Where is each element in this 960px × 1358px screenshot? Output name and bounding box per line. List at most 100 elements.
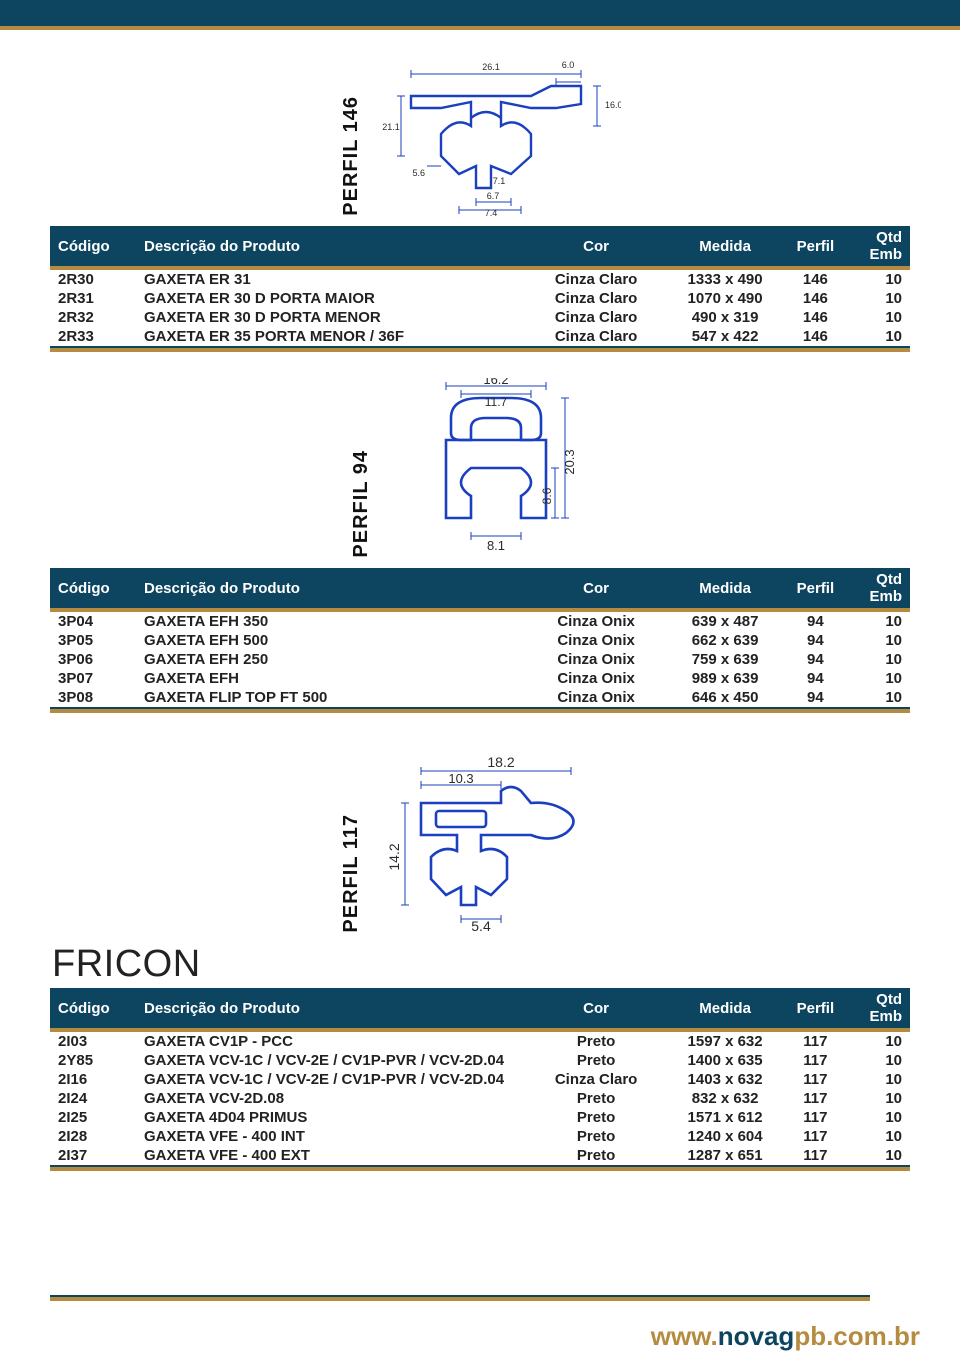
cell-codigo: 2I37 xyxy=(50,1146,136,1165)
cell-medida: 1287 x 651 xyxy=(669,1146,781,1165)
perfil-label-117: PERFIL 117 xyxy=(340,814,363,933)
cell-codigo: 3P05 xyxy=(50,631,136,650)
cell-medida: 1333 x 490 xyxy=(669,268,781,289)
cell-cor: Cinza Onix xyxy=(523,669,669,688)
cell-codigo: 2I03 xyxy=(50,1030,136,1051)
cell-desc: GAXETA VCV-2D.08 xyxy=(136,1089,523,1108)
cell-perfil: 146 xyxy=(781,289,850,308)
svg-text:5.4: 5.4 xyxy=(471,918,491,933)
cell-emb: 10 xyxy=(850,1051,910,1070)
svg-text:21.1: 21.1 xyxy=(382,122,400,132)
table-row: 3P06GAXETA EFH 250Cinza Onix759 x 639941… xyxy=(50,650,910,669)
cell-desc: GAXETA FLIP TOP FT 500 xyxy=(136,688,523,707)
url-suffix: .com.br xyxy=(826,1321,920,1351)
svg-text:7.4: 7.4 xyxy=(484,208,497,216)
table-rule xyxy=(50,346,910,352)
page-footer: www.novagpb.com.br xyxy=(0,1295,960,1358)
col-desc: Descrição do Produto xyxy=(136,568,523,610)
table-row: 2I16GAXETA VCV-1C / VCV-2E / CV1P-PVR / … xyxy=(50,1070,910,1089)
cell-cor: Preto xyxy=(523,1127,669,1146)
cell-emb: 10 xyxy=(850,327,910,346)
cell-desc: GAXETA CV1P - PCC xyxy=(136,1030,523,1051)
cell-cor: Preto xyxy=(523,1146,669,1165)
table-row: 2R32GAXETA ER 30 D PORTA MENORCinza Clar… xyxy=(50,308,910,327)
profile-diagram-146-icon: 26.1 6.0 16.0 21.1 5.6 7.1 6.7 7.4 xyxy=(381,56,621,216)
cell-cor: Cinza Onix xyxy=(523,610,669,631)
svg-text:7.1: 7.1 xyxy=(492,176,505,186)
col-emb: Qtd Emb xyxy=(850,568,910,610)
cell-medida: 662 x 639 xyxy=(669,631,781,650)
cell-codigo: 3P06 xyxy=(50,650,136,669)
cell-codigo: 2R31 xyxy=(50,289,136,308)
cell-perfil: 117 xyxy=(781,1089,850,1108)
col-medida: Medida xyxy=(669,988,781,1030)
table-row: 3P08GAXETA FLIP TOP FT 500Cinza Onix646 … xyxy=(50,688,910,707)
cell-medida: 1403 x 632 xyxy=(669,1070,781,1089)
cell-emb: 10 xyxy=(850,308,910,327)
svg-text:5.6: 5.6 xyxy=(412,168,425,178)
cell-cor: Cinza Claro xyxy=(523,308,669,327)
col-cor: Cor xyxy=(523,988,669,1030)
cell-desc: GAXETA 4D04 PRIMUS xyxy=(136,1108,523,1127)
table-row: 2I03GAXETA CV1P - PCCPreto1597 x 6321171… xyxy=(50,1030,910,1051)
table-rule xyxy=(50,707,910,713)
product-table-2: Código Descrição do Produto Cor Medida P… xyxy=(50,568,910,707)
cell-medida: 1070 x 490 xyxy=(669,289,781,308)
svg-text:8.6: 8.6 xyxy=(540,487,554,504)
page-content: PERFIL 146 26.1 6.0 16.0 21.1 xyxy=(0,56,960,1171)
table-row: 2Y85GAXETA VCV-1C / VCV-2E / CV1P-PVR / … xyxy=(50,1051,910,1070)
cell-codigo: 2I28 xyxy=(50,1127,136,1146)
cell-perfil: 94 xyxy=(781,650,850,669)
table-row: 2I37GAXETA VFE - 400 EXTPreto1287 x 6511… xyxy=(50,1146,910,1165)
cell-perfil: 94 xyxy=(781,631,850,650)
cell-cor: Preto xyxy=(523,1030,669,1051)
cell-perfil: 146 xyxy=(781,327,850,346)
cell-desc: GAXETA ER 35 PORTA MENOR / 36F xyxy=(136,327,523,346)
cell-cor: Cinza Claro xyxy=(523,289,669,308)
cell-emb: 10 xyxy=(850,1070,910,1089)
cell-cor: Preto xyxy=(523,1089,669,1108)
cell-medida: 989 x 639 xyxy=(669,669,781,688)
cell-codigo: 3P07 xyxy=(50,669,136,688)
table-row: 2I25GAXETA 4D04 PRIMUSPreto1571 x 612117… xyxy=(50,1108,910,1127)
cell-desc: GAXETA VCV-1C / VCV-2E / CV1P-PVR / VCV-… xyxy=(136,1070,523,1089)
table-row: 3P07GAXETA EFHCinza Onix989 x 6399410 xyxy=(50,669,910,688)
cell-codigo: 2I16 xyxy=(50,1070,136,1089)
cell-codigo: 2I25 xyxy=(50,1108,136,1127)
cell-desc: GAXETA ER 30 D PORTA MENOR xyxy=(136,308,523,327)
svg-text:11.7: 11.7 xyxy=(484,395,507,409)
cell-desc: GAXETA VCV-1C / VCV-2E / CV1P-PVR / VCV-… xyxy=(136,1051,523,1070)
table-body: 3P04GAXETA EFH 350Cinza Onix639 x 487941… xyxy=(50,610,910,707)
svg-text:16.0: 16.0 xyxy=(605,100,621,110)
profile-diagram-94-icon: 16.2 11.7 20.3 8.6 8.1 xyxy=(391,378,611,558)
cell-cor: Cinza Onix xyxy=(523,631,669,650)
cell-medida: 1597 x 632 xyxy=(669,1030,781,1051)
cell-codigo: 2R32 xyxy=(50,308,136,327)
cell-desc: GAXETA ER 31 xyxy=(136,268,523,289)
table-rule xyxy=(50,1165,910,1171)
cell-emb: 10 xyxy=(850,610,910,631)
table-row: 2I28GAXETA VFE - 400 INTPreto1240 x 6041… xyxy=(50,1127,910,1146)
profile-diagram-117-icon: 18.2 10.3 14.2 5.4 xyxy=(381,753,621,933)
col-emb: Qtd Emb xyxy=(850,988,910,1030)
svg-text:20.3: 20.3 xyxy=(562,449,577,474)
table-row: 2I24GAXETA VCV-2D.08Preto832 x 63211710 xyxy=(50,1089,910,1108)
cell-cor: Cinza Onix xyxy=(523,688,669,707)
cell-perfil: 94 xyxy=(781,610,850,631)
col-medida: Medida xyxy=(669,226,781,268)
svg-text:6.0: 6.0 xyxy=(561,60,574,70)
col-perfil: Perfil xyxy=(781,226,850,268)
cell-codigo: 3P08 xyxy=(50,688,136,707)
url-brand1: novag xyxy=(718,1321,795,1351)
cell-desc: GAXETA EFH xyxy=(136,669,523,688)
cell-codigo: 2R33 xyxy=(50,327,136,346)
cell-desc: GAXETA EFH 350 xyxy=(136,610,523,631)
col-codigo: Código xyxy=(50,988,136,1030)
cell-cor: Preto xyxy=(523,1051,669,1070)
col-perfil: Perfil xyxy=(781,568,850,610)
perfil-label-94: PERFIL 94 xyxy=(350,450,373,558)
perfil-label-146: PERFIL 146 xyxy=(340,96,363,216)
cell-medida: 1400 x 635 xyxy=(669,1051,781,1070)
table-header-row: Código Descrição do Produto Cor Medida P… xyxy=(50,988,910,1030)
cell-perfil: 117 xyxy=(781,1070,850,1089)
